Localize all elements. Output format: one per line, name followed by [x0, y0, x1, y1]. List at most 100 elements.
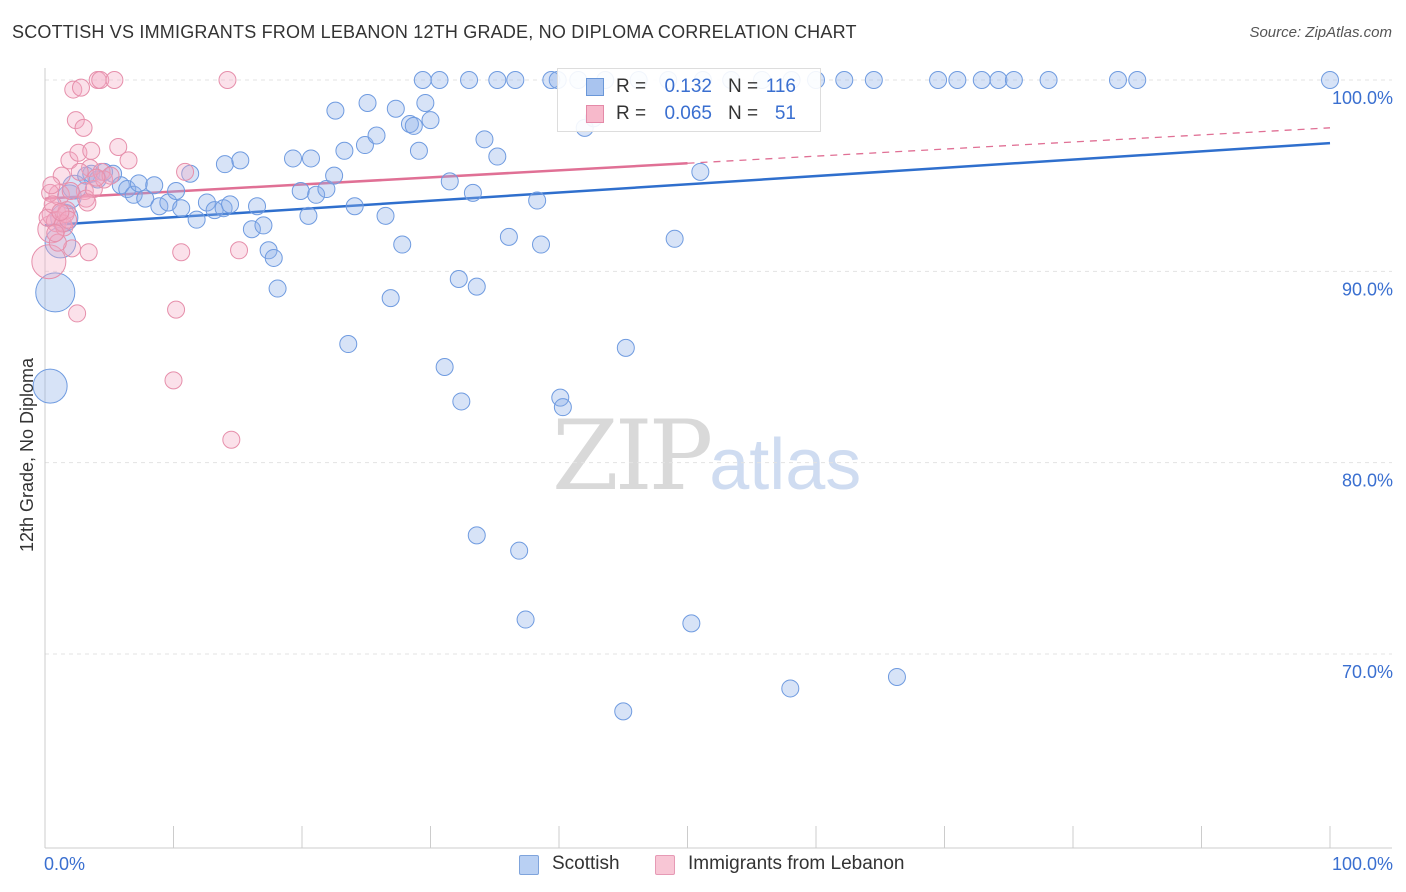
trend-line-lebanon [44, 161, 688, 200]
axes [44, 68, 1392, 849]
data-point [87, 168, 106, 187]
data-point [510, 541, 529, 560]
data-point [440, 172, 459, 191]
data-point [421, 111, 440, 130]
data-point [435, 358, 454, 376]
data-point [358, 93, 377, 112]
data-point [326, 101, 345, 120]
data-point [164, 371, 183, 390]
data-point [475, 130, 494, 149]
watermark: ZIPatlas [552, 400, 861, 512]
data-point [516, 610, 535, 629]
data-point [307, 185, 326, 204]
data-point [61, 181, 80, 200]
data-point [430, 71, 449, 89]
data-point [499, 227, 518, 246]
y-axis-label: 12th Grade, No Diploma [17, 357, 37, 552]
data-point [1004, 71, 1023, 89]
data-point [553, 398, 572, 417]
data-point [449, 269, 468, 288]
data-point [32, 368, 68, 404]
n-label: N = [728, 103, 759, 124]
data-point [124, 185, 143, 204]
data-point [105, 71, 124, 89]
data-point [355, 136, 374, 155]
data-point [416, 93, 435, 112]
data-point [381, 289, 400, 308]
data-point [145, 176, 164, 195]
data-point [82, 141, 101, 160]
data-point [467, 526, 486, 545]
data-point [176, 162, 195, 181]
legend-label: Scottish [552, 853, 620, 874]
scottish-legend-swatch [519, 855, 539, 875]
scottish-swatch [586, 78, 604, 96]
data-point [51, 203, 70, 222]
lebanon-legend-swatch [655, 855, 675, 875]
data-point [488, 147, 507, 166]
data-point [75, 181, 94, 200]
y-tick-label: 80.0% [1342, 471, 1393, 491]
data-point [172, 243, 191, 262]
data-point [66, 111, 85, 130]
legend-label: Immigrants from Lebanon [688, 853, 905, 874]
data-point [43, 195, 62, 214]
data-point [291, 181, 310, 200]
data-point [463, 183, 482, 202]
data-point [230, 241, 249, 260]
data-point [614, 702, 633, 721]
data-point [78, 193, 97, 212]
data-point [221, 195, 240, 214]
data-point [1039, 71, 1058, 89]
data-point [682, 614, 701, 633]
data-point [242, 220, 261, 239]
data-point [264, 248, 283, 267]
source-credit: Source: ZipAtlas.com [1249, 24, 1392, 41]
data-point [197, 193, 216, 212]
y-tick-label: 100.0% [1332, 88, 1393, 108]
data-point [254, 216, 273, 235]
trend-lines [44, 127, 1331, 227]
data-point [835, 71, 854, 89]
trend-line-scottish [44, 141, 1331, 227]
tick-labels: 100.0% 90.0% 80.0% 70.0% 0.0% 100.0% [44, 88, 1393, 874]
y-tick-label: 90.0% [1342, 279, 1393, 299]
data-point [119, 151, 138, 170]
stats-legend: R = 0.132 N = 116 R = 0.065 N = 51 [557, 68, 821, 132]
r-label: R = [616, 103, 647, 124]
data-points [31, 71, 1339, 721]
watermark-atlas: atlas [709, 425, 862, 505]
data-point [665, 229, 684, 248]
data-point [325, 166, 344, 185]
data-point [781, 679, 800, 698]
data-point [887, 667, 906, 686]
chart-title: SCOTTISH VS IMMIGRANTS FROM LEBANON 12TH… [12, 22, 857, 42]
data-point [376, 206, 395, 225]
series-lebanon [31, 71, 249, 449]
data-point [284, 149, 303, 168]
data-point [79, 243, 98, 262]
data-point [41, 183, 60, 202]
data-point [68, 304, 87, 323]
data-point [136, 189, 155, 208]
data-point [167, 181, 186, 200]
stats-legend-row-scottish: R = 0.132 N = 116 [558, 73, 820, 101]
data-point [989, 71, 1008, 89]
data-point [167, 300, 186, 319]
data-point [248, 197, 267, 216]
data-point [317, 180, 336, 199]
data-point [70, 162, 89, 181]
data-point [616, 338, 635, 357]
data-point [91, 71, 110, 89]
data-point [404, 116, 423, 135]
data-point [929, 71, 948, 89]
data-point [1321, 71, 1339, 89]
data-point [409, 141, 428, 160]
data-point [467, 277, 486, 296]
data-point [345, 197, 364, 216]
data-point [335, 141, 354, 160]
data-point [101, 166, 120, 185]
data-point [215, 155, 234, 174]
data-point [109, 137, 128, 156]
